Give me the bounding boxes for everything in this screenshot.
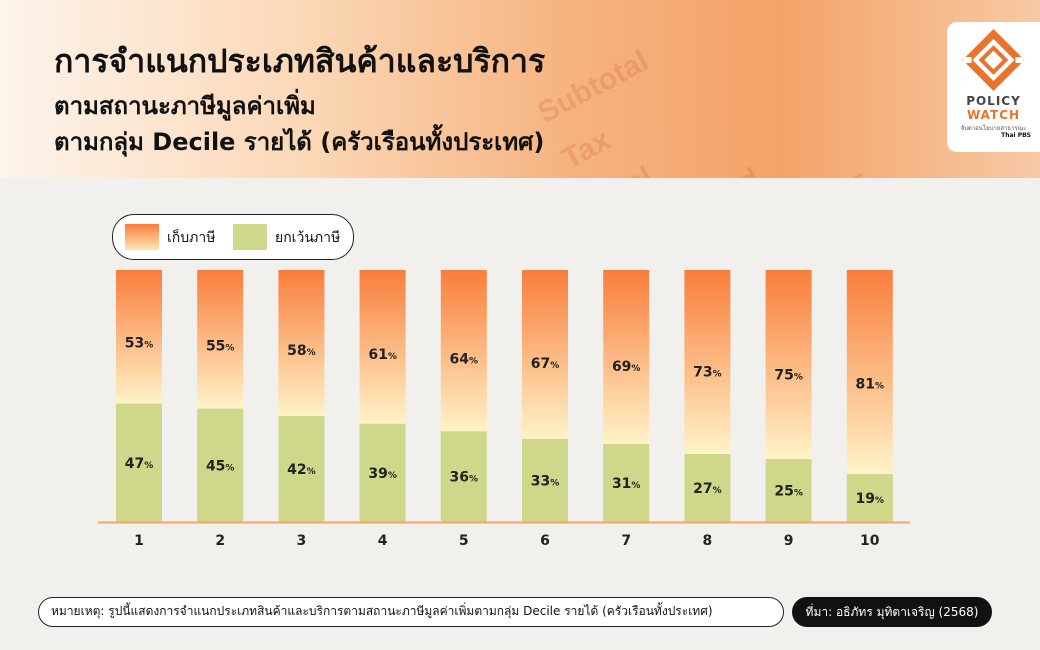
bar-exempt	[846, 474, 893, 522]
bar-exempt	[440, 431, 487, 522]
bar-exempt	[603, 443, 650, 522]
stacked-bar-chart: 53%47%155%45%258%42%361%39%464%36%567%33…	[98, 270, 910, 549]
x-tick-label: 5	[459, 533, 469, 549]
policy-watch-logo: POLICY WATCH จับตาอนโยบายสาธารณะ Thai PB…	[947, 22, 1040, 152]
bar-taxed	[765, 270, 812, 459]
bar-exempt	[278, 416, 325, 522]
page-subtitle-line2: ตามกลุ่ม Decile รายได้ (ครัวเรือนทั้งประ…	[54, 128, 545, 156]
page-subtitle-line1: ตามสถานะภาษีมูลค่าเพิ่ม	[54, 92, 316, 120]
x-tick-label: 2	[215, 533, 225, 549]
x-tick-label: 7	[621, 533, 631, 549]
bar-taxed	[846, 270, 893, 475]
footer-source: ที่มา: อธิภัทร มุทิตาเจริญ (2568)	[792, 597, 992, 627]
logo-thaipbs: Thai PBS	[1001, 132, 1031, 139]
legend-label-exempt: ยกเว้นภาษี	[275, 230, 341, 246]
x-tick-label: 10	[860, 533, 880, 549]
x-tick-label: 9	[784, 533, 794, 549]
x-tick-label: 6	[540, 533, 550, 549]
bar-exempt	[359, 423, 406, 522]
bar-taxed	[359, 270, 406, 424]
x-tick-label: 1	[134, 533, 144, 549]
bar-taxed	[522, 270, 568, 439]
bar-exempt	[197, 408, 244, 522]
footer-note: หมายเหตุ: รูปนี้แสดงการจำแนกประเภทสินค้า…	[38, 597, 784, 627]
bar-taxed	[440, 270, 487, 432]
logo-text-policy: POLICY	[966, 94, 1021, 108]
bar-taxed	[278, 270, 325, 417]
bar-taxed	[603, 270, 650, 444]
x-tick-label: 4	[378, 533, 388, 549]
bar-taxed	[197, 270, 244, 409]
bar-exempt	[522, 438, 568, 522]
bar-exempt	[116, 403, 162, 522]
bar-taxed	[684, 270, 731, 454]
bar-taxed	[116, 270, 162, 404]
diamond-logo-icon	[962, 29, 1025, 91]
bar-exempt	[684, 453, 731, 522]
logo-tagline: จับตาอนโยบายสาธารณะ	[960, 125, 1027, 132]
x-tick-label: 8	[703, 533, 713, 549]
bar-exempt	[765, 459, 812, 522]
header-banner: Subtotal Tax Total Credit Card you are a…	[0, 0, 1040, 178]
legend-label-taxed: เก็บภาษี	[167, 230, 216, 246]
legend-swatch-exempt	[233, 224, 267, 250]
logo-text-watch: WATCH	[966, 108, 1021, 122]
x-tick-label: 3	[297, 533, 307, 549]
legend-swatch-taxed	[125, 224, 159, 250]
chart-legend: เก็บภาษี ยกเว้นภาษี	[112, 214, 354, 260]
page-title: การจำแนกประเภทสินค้าและบริการ	[54, 42, 546, 80]
